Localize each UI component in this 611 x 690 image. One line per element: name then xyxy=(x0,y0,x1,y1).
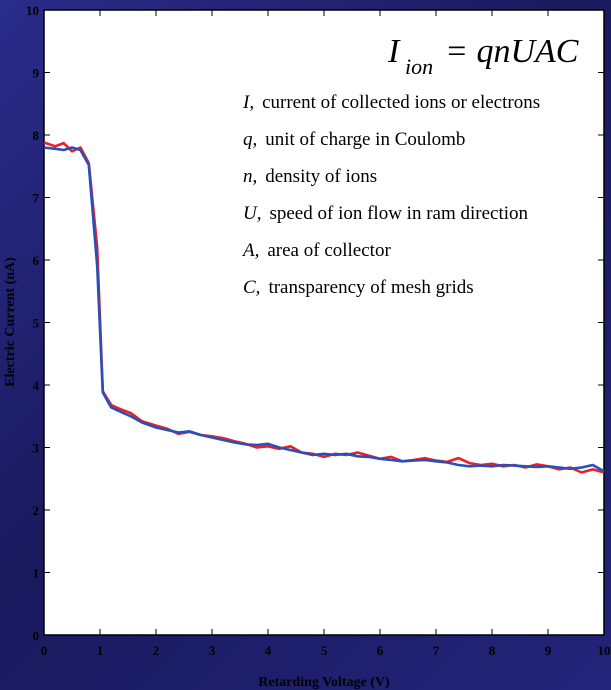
legend-text: current of collected ions or electrons xyxy=(262,92,540,113)
legend: I, current of collected ions or electrons… xyxy=(241,92,540,298)
legend-symbol: I, xyxy=(242,92,254,113)
legend-text: speed of ion flow in ram direction xyxy=(269,203,528,224)
y-tick-label: 10 xyxy=(26,3,39,18)
y-tick-label: 1 xyxy=(33,566,40,581)
x-tick-label: 0 xyxy=(41,643,48,658)
series-line-2 xyxy=(43,146,605,473)
formula-main: I xyxy=(387,33,401,70)
x-tick-label: 8 xyxy=(489,643,496,658)
y-tick-label: 2 xyxy=(33,503,40,518)
legend-entry: q, unit of charge in Coulomb xyxy=(243,129,465,150)
x-tick-label: 6 xyxy=(377,643,384,658)
legend-entry: A, area of collector xyxy=(241,240,391,261)
x-tick-label: 3 xyxy=(209,643,216,658)
y-tick-label: 4 xyxy=(33,378,40,393)
formula-sub: ion xyxy=(405,54,433,79)
plot-area xyxy=(43,9,605,636)
y-axis-title: Electric Current (nA) xyxy=(3,257,18,387)
legend-text: area of collector xyxy=(267,240,391,261)
legend-symbol: A, xyxy=(241,240,259,261)
legend-text: unit of charge in Coulomb xyxy=(265,129,465,150)
x-axis-title: Retarding Voltage (V) xyxy=(258,675,390,690)
x-tick-labels: 0 1 2 3 4 5 6 7 8 9 10 xyxy=(41,643,611,658)
series-group xyxy=(43,141,605,474)
x-tick-label: 2 xyxy=(153,643,160,658)
x-tick-label: 9 xyxy=(545,643,552,658)
x-tick-label: 5 xyxy=(321,643,328,658)
ticks xyxy=(43,9,605,636)
legend-symbol: q, xyxy=(243,129,257,150)
y-tick-labels: 0 1 2 3 4 5 6 7 8 9 10 xyxy=(26,3,40,643)
formula-rest: = qnUAC xyxy=(445,33,579,70)
legend-entry: C, transparency of mesh grids xyxy=(243,277,474,298)
y-tick-label: 3 xyxy=(33,441,40,456)
y-tick-label: 5 xyxy=(33,316,40,331)
y-tick-label: 9 xyxy=(33,66,40,81)
x-tick-label: 1 xyxy=(97,643,104,658)
x-tick-label: 7 xyxy=(433,643,440,658)
legend-symbol: U, xyxy=(243,203,261,224)
y-tick-label: 8 xyxy=(33,128,40,143)
legend-symbol: n, xyxy=(243,166,257,187)
y-tick-label: 0 xyxy=(33,628,40,643)
legend-entry: U, speed of ion flow in ram direction xyxy=(243,203,529,224)
x-tick-label: 4 xyxy=(265,643,272,658)
legend-entry: I, current of collected ions or electrons xyxy=(242,92,540,113)
legend-symbol: C, xyxy=(243,277,260,298)
legend-text: density of ions xyxy=(265,166,377,187)
legend-text: transparency of mesh grids xyxy=(268,277,473,298)
x-tick-label: 10 xyxy=(598,643,611,658)
legend-entry: n, density of ions xyxy=(243,166,377,187)
formula: I ion = qnUAC xyxy=(387,33,579,79)
y-tick-label: 6 xyxy=(33,253,40,268)
y-tick-label: 7 xyxy=(33,191,40,206)
